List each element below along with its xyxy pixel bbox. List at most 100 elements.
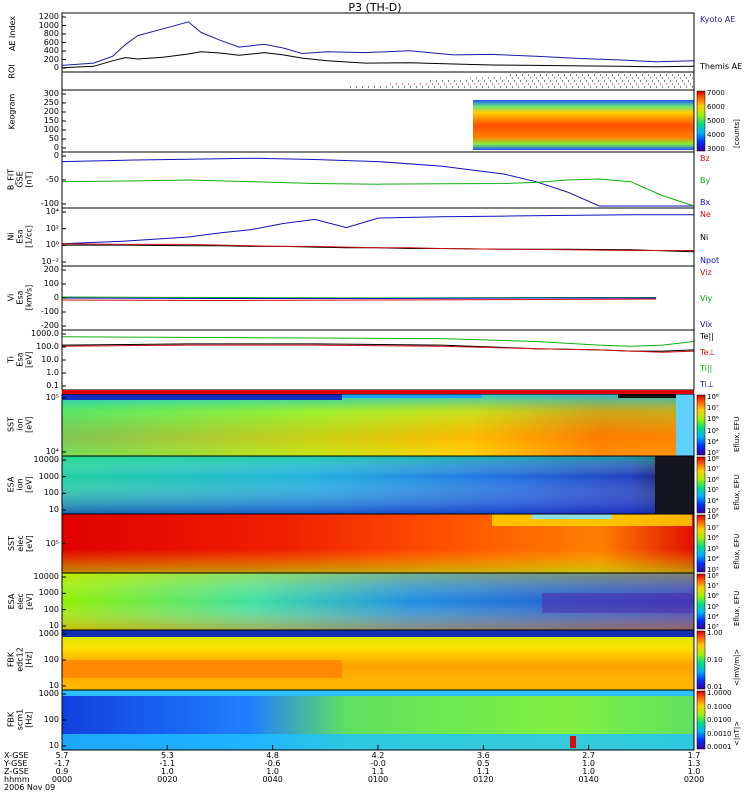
ae-ylabel: AE Index bbox=[7, 15, 17, 51]
sst_elec-colorbar bbox=[696, 514, 706, 573]
bottom-col-value: 0.9 bbox=[55, 767, 69, 776]
status-bar bbox=[62, 390, 694, 394]
bottom-col-value: 5.7 bbox=[55, 751, 69, 760]
fbk_b-cbar-tick: 0.0010 bbox=[707, 729, 732, 738]
keogram-ytick: 100 bbox=[43, 125, 59, 134]
esa_elec-cbar-tick: 10³ bbox=[707, 623, 719, 631]
esa_elec-cbar-tick: 10⁴ bbox=[707, 612, 719, 621]
bottom-row-label: Y-GSE bbox=[4, 759, 28, 768]
keogram-image bbox=[473, 100, 694, 150]
fbk_e-ytick: 10 bbox=[48, 681, 59, 690]
velocity-ytick: 200 bbox=[43, 265, 59, 274]
keogram-ytick: 50 bbox=[48, 134, 59, 143]
temperature-legend-1: Te⊥ bbox=[700, 348, 716, 357]
temperature-ytick: 10.0 bbox=[41, 355, 59, 364]
sst_ion-cbar-tick: 10⁶ bbox=[707, 415, 719, 424]
velocity-ytick: 0 bbox=[53, 293, 59, 302]
esa_ion-ylabel: ESA ion [eV] bbox=[6, 476, 34, 493]
sst_ion-cbar-tick: 10⁸ bbox=[707, 393, 719, 401]
bottom-col-value: -0.6 bbox=[264, 759, 281, 768]
esa_elec-cbar-label: Eflux, EFU bbox=[733, 590, 741, 626]
sst_elec-cbar-tick: 10⁴ bbox=[707, 555, 719, 564]
page-title: P3 (TH-D) bbox=[348, 1, 402, 14]
esa-ion-overlay bbox=[62, 456, 694, 514]
bfield-series-by bbox=[61, 178, 695, 207]
bottom-col-value: 0040 bbox=[262, 775, 283, 784]
bfield-ytick: -50 bbox=[45, 175, 59, 184]
temperature-series-ti- bbox=[61, 336, 695, 347]
esa-ion-dark-region bbox=[655, 456, 694, 514]
fbk_e-cbar-tick: 1.00 bbox=[707, 629, 723, 637]
esa_ion-cbar-tick: 10³ bbox=[707, 507, 719, 515]
temperature-frame bbox=[61, 329, 695, 391]
fbk_e-cbar-tick: 0.10 bbox=[707, 656, 723, 664]
esa_ion-cbar-tick: 10⁴ bbox=[707, 496, 719, 505]
bottom-col-value: -0.0 bbox=[370, 759, 386, 768]
fbk_b-ytick: 100 bbox=[43, 715, 59, 724]
fbk-b-top-band bbox=[62, 690, 694, 696]
temperature-legend-3: Ti⊥ bbox=[700, 380, 714, 389]
density-series-ne bbox=[61, 214, 694, 245]
bottom-col-value: 1.1 bbox=[476, 767, 490, 776]
keogram-ytick: 0 bbox=[53, 143, 59, 152]
bottom-col-value: 2.7 bbox=[582, 751, 596, 760]
esa_elec-ytick: 100 bbox=[43, 604, 59, 614]
temperature-ytick: 1000.0 bbox=[31, 329, 59, 338]
fbk_b-ytick: 10 bbox=[48, 741, 59, 750]
keogram-ytick: 200 bbox=[43, 107, 59, 116]
sst-ion-edge bbox=[676, 394, 694, 456]
density-legend-1: Ni bbox=[700, 233, 709, 242]
esa_elec-cbar-tick: 10⁶ bbox=[707, 592, 719, 601]
fbk_e-cbar-label: <|mV/m|> bbox=[733, 648, 741, 686]
roi-markers bbox=[350, 74, 694, 88]
bottom-col-value: 4.2 bbox=[371, 751, 385, 760]
velocity-ytick: 100 bbox=[43, 279, 59, 288]
sst_elec-cbar-tick: 10⁶ bbox=[707, 534, 719, 543]
temperature-ytick: 1.0 bbox=[46, 368, 59, 377]
bottom-row-label: 2006 Nov 09 bbox=[4, 783, 56, 792]
ae-series-kyoto-ae bbox=[61, 21, 695, 66]
bottom-col-value: 1.0 bbox=[687, 767, 701, 776]
esa-elec-dark-patch bbox=[542, 593, 692, 613]
ae-ytick: 400 bbox=[43, 46, 59, 55]
velocity-legend-1: Viy bbox=[700, 294, 713, 303]
temperature-series-te- bbox=[61, 344, 695, 353]
density-ytick: 10⁰ bbox=[45, 240, 59, 250]
bottom-col-value: 0.5 bbox=[476, 759, 490, 768]
keogram-cbar-tick: 4000 bbox=[707, 131, 725, 139]
ae-ytick: 1000 bbox=[38, 20, 59, 30]
keogram-cbar-tick: 6000 bbox=[707, 103, 725, 111]
fbk-e-orange-band bbox=[62, 660, 342, 678]
fbk_b-cbar-tick: 0.0100 bbox=[707, 716, 732, 724]
temperature-legend-2: Ti|| bbox=[700, 364, 713, 373]
bottom-col-value: 1.3 bbox=[687, 759, 701, 768]
sst_ion-cbar-tick: 10⁵ bbox=[707, 426, 719, 435]
bottom-col-value: 1.0 bbox=[582, 759, 596, 768]
sst_ion-ytick: 10⁴ bbox=[45, 447, 59, 456]
bottom-row-label: X-GSE bbox=[4, 751, 29, 760]
density-legend-2: Npot bbox=[700, 256, 720, 265]
keogram-ylabel: Keogram bbox=[7, 93, 17, 130]
roi-ylabel: ROI bbox=[7, 64, 17, 79]
density-legend-0: Ne bbox=[700, 210, 711, 219]
bottom-col-value: 0200 bbox=[683, 775, 705, 784]
bfield-legend-0: Bz bbox=[700, 154, 710, 163]
keogram-cbar-tick: 7000 bbox=[707, 89, 725, 97]
bottom-col-value: 5.3 bbox=[160, 751, 174, 760]
keogram-ytick: 250 bbox=[43, 98, 59, 107]
fbk_b-colorbar bbox=[696, 690, 706, 750]
temperature-ytick: 0.1 bbox=[46, 381, 59, 390]
fbk-e-low-band bbox=[62, 678, 694, 690]
fbk_b-cbar-tick: 0.0001 bbox=[707, 743, 732, 751]
esa_ion-cbar-tick: 10⁶ bbox=[707, 475, 719, 484]
esa_elec-cbar-tick: 10⁵ bbox=[707, 602, 719, 611]
esa_ion-colorbar bbox=[696, 456, 706, 514]
fbk-b-bottom-band bbox=[62, 734, 694, 750]
ae-legend-1: Themis AE bbox=[700, 62, 743, 71]
esa_elec-cbar-tick: 10⁸ bbox=[707, 572, 719, 580]
fbk_b-cbar-tick: 0.1000 bbox=[707, 702, 732, 711]
bottom-col-value: 0000 bbox=[51, 775, 73, 784]
density-ytick: 10⁴ bbox=[45, 207, 59, 216]
ae-ytick: 1200 bbox=[38, 12, 59, 21]
